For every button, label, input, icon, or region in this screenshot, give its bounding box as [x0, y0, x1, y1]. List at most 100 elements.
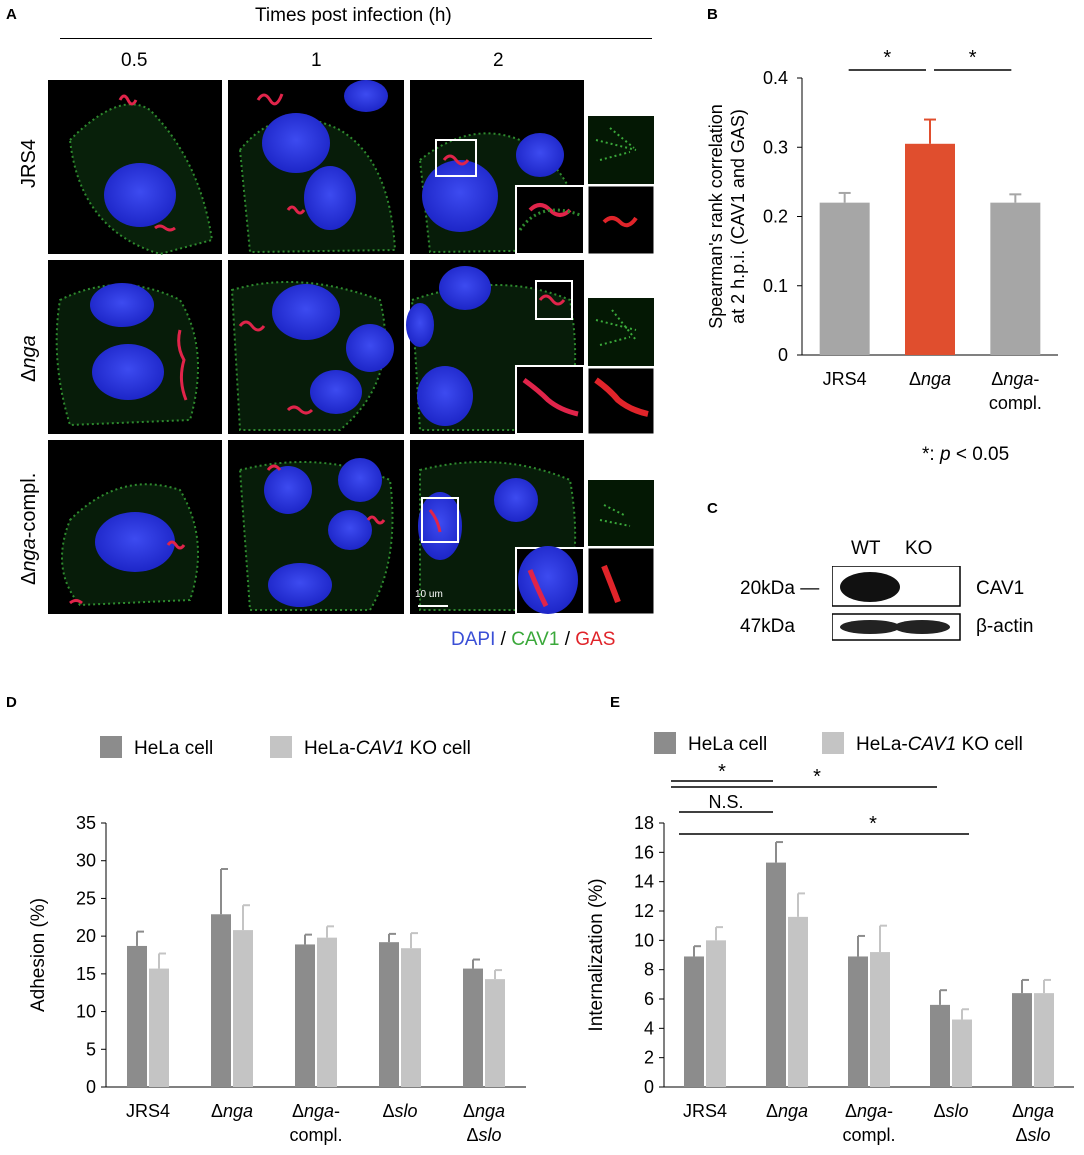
d-ytick-label: 15 — [76, 964, 96, 984]
tile-jrs4-zoom — [587, 116, 655, 255]
band-cav1-wt — [840, 572, 900, 602]
d-ytick-label: 20 — [76, 926, 96, 946]
d-ytick-label: 30 — [76, 851, 96, 871]
d-bar — [127, 945, 147, 1087]
e-sig-label: N.S. — [708, 792, 743, 812]
b-ylabel-2: at 2 h.p.i. (CAV1 and GAS) — [728, 109, 748, 324]
e-ytick-label: 2 — [644, 1048, 654, 1068]
e-xtick-label: Δnga — [766, 1101, 808, 1121]
b-xtick-label: JRS4 — [823, 369, 867, 389]
chart-d: HeLa cell HeLa-CAV1 KO cell 0 5 10 15 20 25 30 35… — [28, 736, 526, 1145]
e-bar — [1034, 993, 1054, 1087]
d-bar — [295, 944, 315, 1087]
tile-dngacompl-0.5 — [48, 440, 222, 614]
d-bar — [463, 968, 483, 1087]
e-legend-ko: HeLa-CAV1 KO cell — [856, 734, 1023, 755]
b-xtick-label: Δnga- — [991, 369, 1039, 389]
chart-b: 0 0.1 0.2 0.3 0.4 JRS4 Δnga Δnga-compl. * * Spearm… — [706, 47, 1058, 410]
lane-wt: WT — [851, 538, 881, 559]
e-xtick-label-line2: compl. — [842, 1125, 895, 1145]
b-xtick-label-line2: compl. — [989, 393, 1042, 410]
tile-dnga-zoom — [587, 298, 655, 435]
e-xtick-label: JRS4 — [683, 1101, 727, 1121]
b-xtick-label: Δnga — [909, 369, 951, 389]
tile-dnga-0.5 — [48, 260, 222, 434]
d-xtick-label: Δnga- — [292, 1101, 340, 1121]
d-xtick-label: Δnga — [463, 1101, 505, 1121]
scale-bar-label: 10 um — [415, 589, 443, 600]
band-actin-wt — [840, 620, 900, 634]
e-legend-swatch-ko — [822, 732, 844, 754]
e-bar — [766, 862, 786, 1087]
tile-dngacompl-1 — [228, 440, 404, 614]
d-ytick-label: 25 — [76, 888, 96, 908]
footnote-p: *: p < 0.05 — [922, 444, 1009, 466]
legend-sep-1: / — [495, 629, 512, 650]
e-bar — [684, 956, 704, 1087]
microscopy-grid — [48, 80, 655, 615]
time-label-2: 2 — [493, 50, 504, 71]
d-xtick-label: Δnga — [211, 1101, 253, 1121]
d-ytick-label: 10 — [76, 1002, 96, 1022]
legend-sep-2: / — [559, 629, 576, 650]
time-header: Times post infection (h) — [255, 5, 452, 26]
d-xtick-label-line2: compl. — [289, 1125, 342, 1145]
tile-dnga-1 — [228, 260, 404, 434]
e-bar — [952, 1019, 972, 1087]
tile-dngacompl-zoom — [587, 480, 655, 615]
marker-20kda: 20kDa — — [740, 578, 820, 599]
e-ytick-label: 6 — [644, 989, 654, 1009]
footnote-rest: < 0.05 — [950, 444, 1010, 465]
band-actin-ko — [894, 620, 950, 634]
panel-a-letter: A — [6, 6, 17, 23]
protein-cav1: CAV1 — [976, 578, 1025, 599]
d-ylabel: Adhesion (%) — [28, 898, 49, 1012]
footnote-colon: : — [929, 444, 940, 465]
e-ytick-label: 12 — [634, 901, 654, 921]
d-xtick-label: JRS4 — [126, 1101, 170, 1121]
time-header-rule — [60, 38, 652, 39]
footnote-star: * — [922, 444, 930, 465]
legend-dapi: DAPI — [451, 629, 496, 650]
b-sig-label: * — [883, 47, 891, 69]
e-ytick-label: 4 — [644, 1018, 654, 1038]
e-bar — [870, 952, 890, 1087]
b-ytick-label: 0.3 — [763, 137, 788, 157]
panel-e-letter: E — [610, 694, 621, 711]
panel-b-letter: B — [707, 6, 718, 23]
e-bar — [706, 940, 726, 1087]
b-bar — [905, 143, 955, 355]
tile-jrs4-1 — [228, 80, 404, 254]
e-bar — [1012, 993, 1032, 1087]
e-sig-label: * — [813, 766, 821, 788]
d-bar — [379, 942, 399, 1087]
tile-dnga-2 — [406, 260, 585, 435]
d-bar — [233, 930, 253, 1087]
d-bar — [401, 948, 421, 1087]
protein-actin: β-actin — [976, 616, 1034, 637]
b-ytick-label: 0 — [778, 345, 788, 365]
time-label-0: 0.5 — [121, 50, 148, 71]
d-legend-ko: HeLa-CAV1 KO cell — [304, 738, 471, 759]
e-bar — [788, 916, 808, 1087]
marker-47kda: 47kDa — [740, 616, 795, 637]
d-ytick-label: 35 — [76, 813, 96, 833]
e-ytick-label: 10 — [634, 930, 654, 950]
b-ytick-label: 0.2 — [763, 207, 788, 227]
b-ytick-label: 0.1 — [763, 276, 788, 296]
e-ytick-label: 8 — [644, 960, 654, 980]
b-bar — [990, 202, 1041, 355]
western-blot — [832, 566, 961, 641]
legend-gas: GAS — [575, 629, 616, 650]
e-ytick-label: 16 — [634, 842, 654, 862]
e-ytick-label: 0 — [644, 1077, 654, 1097]
tile-jrs4-2 — [410, 80, 586, 255]
e-xtick-label: Δnga — [1012, 1101, 1054, 1121]
lane-ko: KO — [905, 538, 933, 559]
e-xtick-label-line2: Δslo — [1015, 1125, 1050, 1145]
b-bar — [819, 202, 870, 355]
tile-dngacompl-2 — [410, 440, 585, 615]
e-sig-label: * — [869, 813, 877, 835]
d-bar — [211, 914, 231, 1087]
e-xtick-label: Δslo — [933, 1101, 968, 1121]
